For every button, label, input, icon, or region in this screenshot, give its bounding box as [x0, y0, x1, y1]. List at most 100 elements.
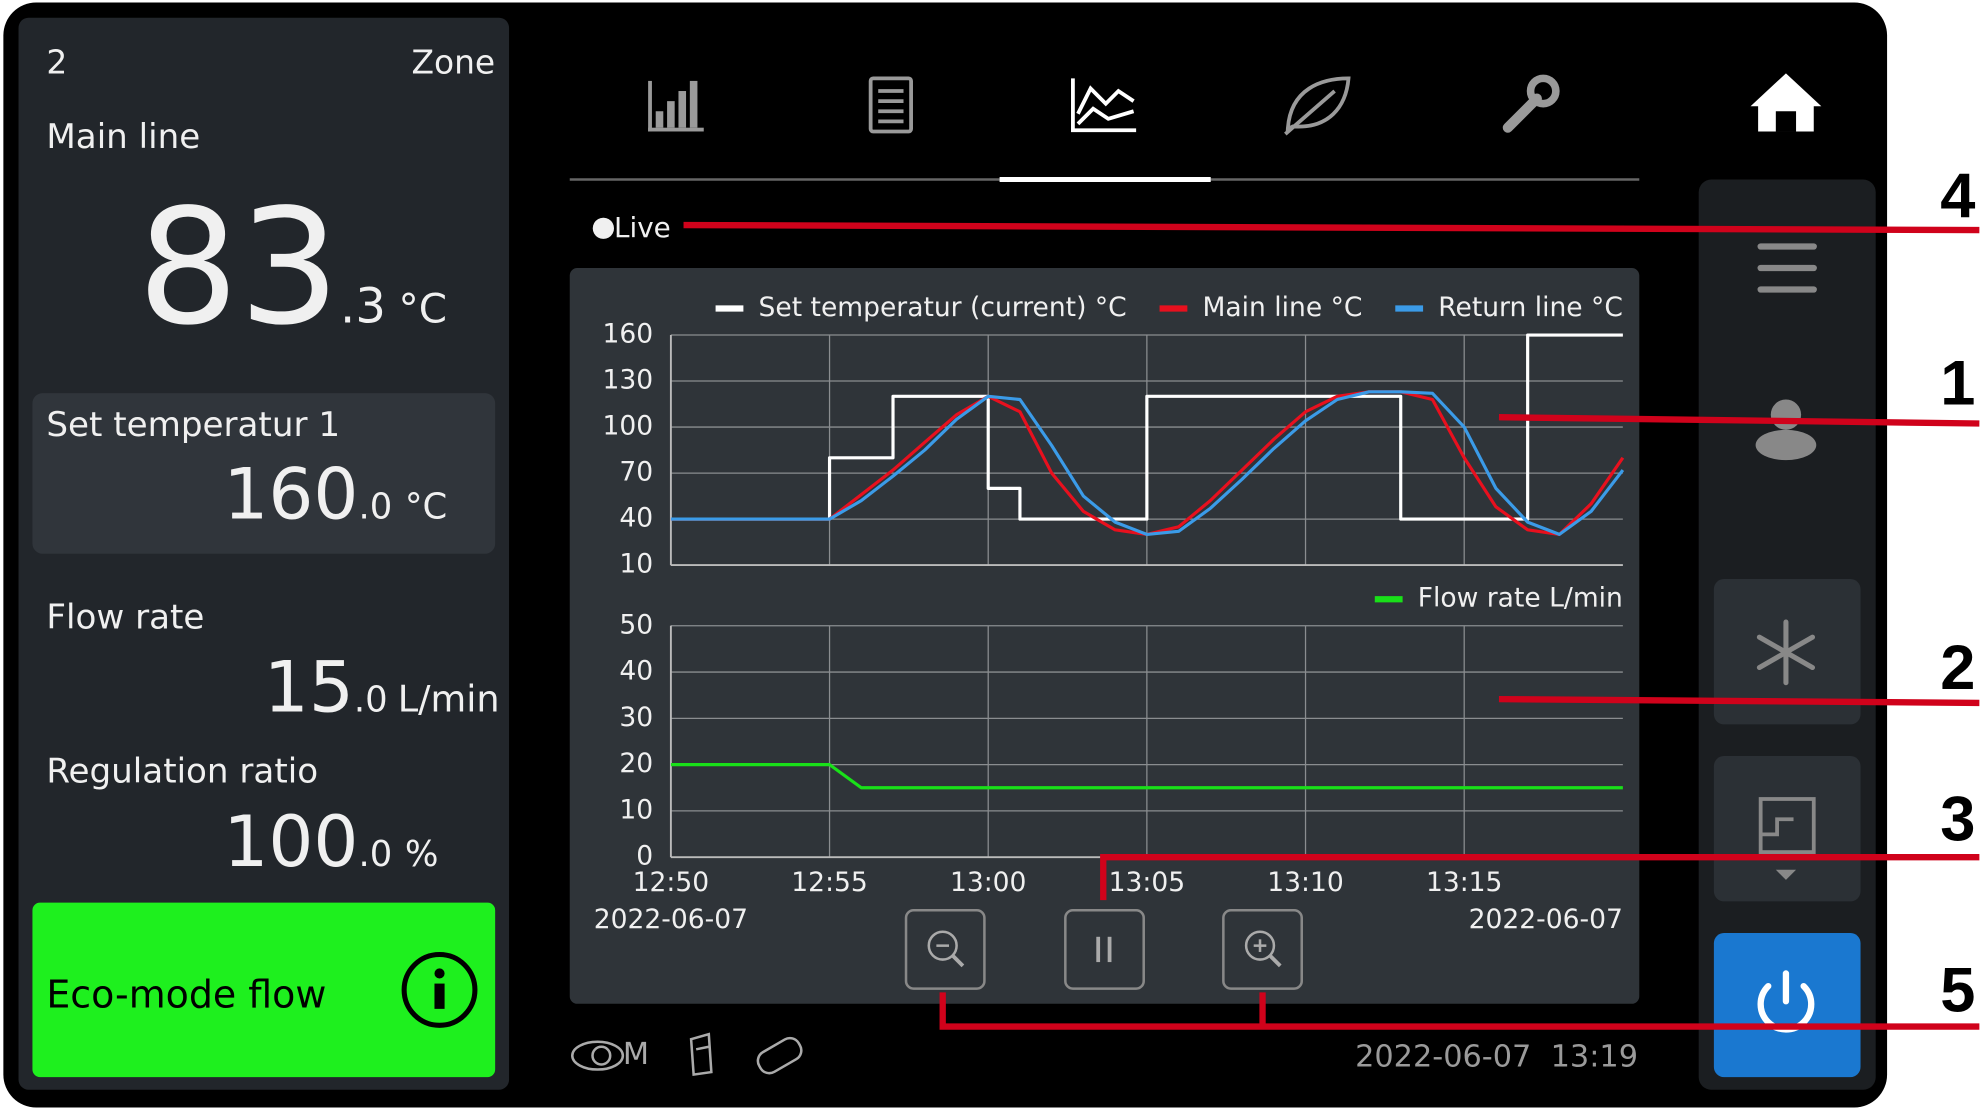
- door-button-part[interactable]: [1758, 797, 1816, 854]
- callout-lines-part: [939, 992, 1980, 1030]
- door-button[interactable]: [1713, 756, 1861, 902]
- info-icon-part[interactable]: [401, 951, 478, 1028]
- callout-lines: [683, 221, 1980, 1030]
- home-button-part[interactable]: [1775, 111, 1797, 132]
- live-label: Live: [614, 211, 671, 244]
- zoom-in-button-part[interactable]: [1222, 908, 1304, 990]
- live-indicator: ●: [591, 210, 615, 243]
- pause-button[interactable]: [1064, 908, 1145, 990]
- door-button-part-part[interactable]: [1758, 797, 1816, 854]
- regulation-ratio-label: Regulation ratio: [46, 752, 318, 792]
- info-icon[interactable]: [401, 951, 478, 1028]
- tab-service-icon[interactable]: [1502, 74, 1560, 133]
- tab-eco-icon[interactable]: [1284, 76, 1351, 136]
- y-tick-label: 130: [603, 365, 654, 396]
- legend-label: Flow rate L/min: [1418, 583, 1623, 614]
- tab-trend-icon[interactable]: [1071, 78, 1137, 133]
- door-button-part[interactable]: [1713, 756, 1861, 902]
- cooling-button-part[interactable]: [1756, 619, 1816, 686]
- callout-lines-part: [683, 221, 1980, 234]
- legend-label: Set temperatur (current) °C: [759, 292, 1127, 323]
- zoom-in-button[interactable]: [1222, 908, 1304, 990]
- regulation-ratio-unit: %: [405, 834, 439, 875]
- power-button-part[interactable]: [1713, 933, 1861, 1078]
- tab-bars-icon-part[interactable]: [655, 111, 664, 128]
- tab-bars-icon[interactable]: [648, 80, 704, 132]
- y-tick-label: 70: [619, 457, 653, 488]
- user-button-part[interactable]: [1755, 429, 1817, 461]
- zone-number: 2: [46, 42, 67, 81]
- regulation-ratio-reading: 100.0%: [223, 800, 438, 883]
- x-tick-label: 13:00: [950, 867, 1026, 898]
- footer-icons-part: [591, 1045, 612, 1066]
- callout-number: 3: [1940, 785, 1975, 855]
- eco-mode-label: Eco-mode flow: [46, 973, 326, 1017]
- user-button-part[interactable]: [1770, 399, 1802, 430]
- series-line: [670, 390, 1625, 536]
- flow-rate-value: 15: [264, 646, 354, 729]
- tab-bars-icon-part[interactable]: [667, 101, 675, 128]
- pause-button-part[interactable]: [1064, 908, 1145, 990]
- main-line-decimal: .3: [340, 278, 386, 334]
- zoom-out-button[interactable]: [904, 908, 986, 990]
- tab-log-icon[interactable]: [868, 76, 913, 134]
- main-line-reading: 83.3 °C: [137, 174, 447, 360]
- tab-trend-icon-part[interactable]: [1076, 85, 1135, 115]
- tab-eco-icon-part[interactable]: [1284, 89, 1336, 136]
- tab-service-icon-part[interactable]: [1526, 74, 1560, 108]
- series-line: [670, 763, 1623, 790]
- y-tick-label: 40: [619, 503, 653, 534]
- menu-button[interactable]: [1757, 243, 1817, 293]
- left-panel: 2 Zone Main line 83.3 °C Set temperatur 1…: [18, 17, 510, 1090]
- x-date-label: 2022-06-07: [594, 904, 748, 935]
- footer-icons-part: [689, 1032, 713, 1077]
- zoom-in-button-part[interactable]: [1244, 930, 1276, 961]
- home-button-part[interactable]: [1750, 73, 1822, 132]
- y-tick-label: 50: [619, 609, 653, 640]
- tab-bars-icon-part[interactable]: [689, 80, 698, 128]
- callout-number: 2: [1940, 633, 1975, 703]
- tab-trend-icon-part[interactable]: [1076, 106, 1135, 126]
- set-temperature-decimal: .0: [358, 486, 392, 527]
- info-icon-part[interactable]: [434, 968, 445, 979]
- zone-label: Zone: [411, 42, 495, 81]
- flow-rate-reading: 15.0 L/min: [264, 646, 500, 729]
- regulation-ratio-value: 100: [223, 800, 358, 883]
- set-temperature-box[interactable]: [32, 393, 496, 554]
- x-tick-label: 13:15: [1426, 867, 1502, 898]
- home-button[interactable]: [1750, 73, 1822, 132]
- footer-icons-part: [571, 1040, 625, 1071]
- tab-bars-icon-part[interactable]: [648, 80, 652, 132]
- y-tick-label: 40: [619, 656, 653, 687]
- zoom-out-button-part[interactable]: [904, 908, 986, 990]
- y-tick-label: 160: [603, 319, 654, 350]
- tab-eco-icon-part[interactable]: [1285, 76, 1351, 133]
- zoom-in-button-part[interactable]: [1268, 954, 1282, 968]
- cooling-button-part-part[interactable]: [1756, 634, 1816, 671]
- door-button-part-part[interactable]: [1760, 817, 1794, 837]
- y-tick-label: 20: [619, 748, 653, 779]
- zoom-out-button-part[interactable]: [951, 954, 965, 968]
- tab-trend-icon-part[interactable]: [1071, 78, 1137, 133]
- x-tick-label: 12:55: [791, 867, 867, 898]
- tab-bars-icon-part[interactable]: [648, 127, 704, 132]
- tab-service-icon-part[interactable]: [1502, 93, 1542, 133]
- power-button[interactable]: [1713, 933, 1861, 1078]
- flow-rate-unit: L/min: [398, 678, 500, 721]
- door-button-part[interactable]: [1775, 869, 1797, 880]
- callout-number: 5: [1940, 955, 1975, 1025]
- x-date-label: 2022-06-07: [1469, 904, 1623, 935]
- info-icon-part[interactable]: [434, 983, 445, 1009]
- x-tick-label: 13:05: [1109, 867, 1185, 898]
- eco-mode-button[interactable]: [32, 902, 496, 1078]
- y-tick-label: 10: [619, 794, 653, 825]
- tab-log-icon-part[interactable]: [868, 76, 913, 134]
- zoom-out-button-part[interactable]: [927, 930, 958, 961]
- legend-label: Return line °C: [1438, 292, 1623, 323]
- x-tick-label: 12:50: [633, 867, 709, 898]
- flow-rate-label: Flow rate: [46, 597, 204, 637]
- cooling-button[interactable]: [1713, 579, 1861, 725]
- footer-icons: [571, 1032, 803, 1077]
- tab-bars-icon-part[interactable]: [678, 91, 687, 128]
